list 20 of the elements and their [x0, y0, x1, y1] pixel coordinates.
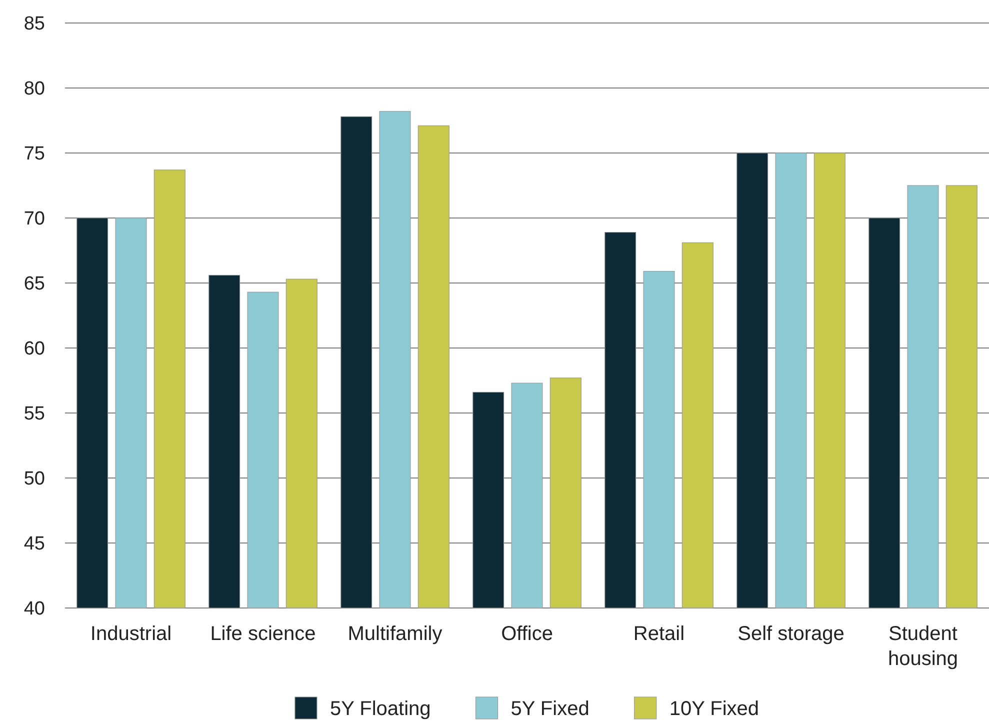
legend-label: 10Y Fixed [669, 698, 760, 720]
y-tick-label: 60 [24, 338, 45, 360]
legend-label: 5Y Floating [330, 698, 431, 720]
y-tick-label: 75 [24, 144, 45, 165]
y-tick-label: 65 [24, 274, 45, 295]
y-tick-label: 85 [24, 14, 45, 35]
y-tick-label: 80 [24, 78, 45, 100]
x-tick-label: Industrial [90, 623, 172, 645]
x-tick-label: Student housing [888, 623, 958, 670]
y-tick-label: 50 [24, 468, 45, 490]
y-tick-label: 55 [24, 404, 45, 425]
legend-label: 5Y Fixed [510, 698, 590, 720]
y-tick-label: 45 [24, 534, 45, 555]
x-tick-label: Retail [633, 623, 685, 645]
x-tick-label: Office [501, 623, 553, 645]
x-tick-label: Life science [210, 623, 316, 645]
y-tick-label: 70 [24, 208, 45, 230]
x-tick-label: Self storage [738, 623, 844, 645]
x-tick-label: Multifamily [348, 623, 442, 645]
y-tick-label: 40 [24, 598, 45, 620]
